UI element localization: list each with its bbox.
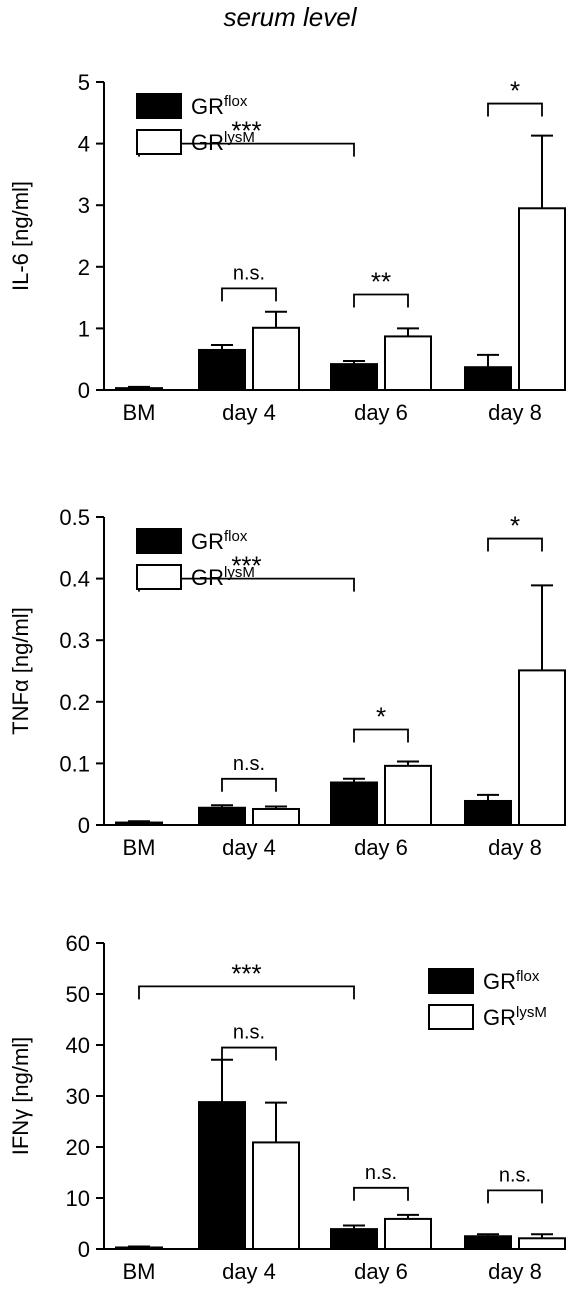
significance-bracket: [353, 293, 409, 308]
bar: [115, 387, 163, 392]
significance-label: n.s.: [233, 262, 265, 284]
bar: [252, 807, 300, 827]
bar: [252, 1141, 300, 1250]
x-tick-label: day 4: [222, 400, 276, 425]
bar: [115, 1246, 163, 1251]
y-axis-label: TNFα [ng/ml]: [8, 607, 33, 735]
significance-bracket: [353, 1186, 409, 1201]
bar: [518, 207, 566, 391]
x-tick-label: day 4: [222, 1259, 276, 1284]
bar: [198, 1101, 246, 1250]
bar: [115, 821, 163, 827]
legend-label: GRlysM: [191, 564, 255, 590]
bar: [384, 764, 432, 827]
x-tick-label: BM: [123, 400, 156, 425]
y-tick-label: 1: [78, 316, 90, 341]
x-tick-label: day 8: [488, 400, 542, 425]
significance-bracket: [221, 1046, 277, 1061]
x-tick-label: day 8: [488, 835, 542, 860]
significance-bracket: [353, 728, 409, 743]
y-tick-label: 0.3: [59, 628, 90, 653]
significance-label: **: [371, 267, 391, 297]
x-tick-label: day 6: [354, 835, 408, 860]
significance-bracket: [487, 537, 543, 552]
significance-label: n.s.: [499, 1164, 531, 1186]
y-tick-label: 0.4: [59, 567, 90, 592]
y-tick-label: 0.1: [59, 751, 90, 776]
bar: [330, 781, 378, 827]
legend-swatch: [136, 129, 182, 155]
bar: [198, 806, 246, 827]
x-tick-label: BM: [123, 835, 156, 860]
y-tick-label: 0: [78, 378, 90, 403]
significance-bracket: [221, 777, 277, 792]
y-tick-label: 2: [78, 255, 90, 280]
legend-label: GRlysM: [191, 129, 255, 155]
y-tick-label: 60: [66, 931, 90, 956]
significance-bracket: [487, 1189, 543, 1204]
legend-swatch: [428, 968, 474, 994]
y-axis-label: IL-6 [ng/ml]: [8, 181, 33, 291]
bar: [330, 1228, 378, 1250]
bar: [518, 669, 566, 826]
bar: [198, 348, 246, 391]
significance-bracket: [221, 287, 277, 302]
legend-label: GRflox: [191, 528, 248, 554]
bar: [464, 366, 512, 392]
legend-swatch: [136, 93, 182, 119]
significance-bracket: [487, 102, 543, 117]
x-tick-label: day 6: [354, 400, 408, 425]
x-tick-label: day 6: [354, 1259, 408, 1284]
legend-swatch: [136, 564, 182, 590]
figure-title: serum level: [223, 2, 357, 32]
bar: [330, 363, 378, 391]
significance-label: n.s.: [365, 1162, 397, 1184]
bar: [384, 1217, 432, 1251]
bar: [464, 799, 512, 827]
bar: [384, 335, 432, 391]
legend-label: GRlysM: [483, 1004, 547, 1030]
legend-label: GRflox: [483, 968, 540, 994]
y-axis-label: IFNγ [ng/ml]: [8, 1037, 33, 1156]
y-tick-label: 40: [66, 1033, 90, 1058]
bar: [464, 1235, 512, 1250]
bar: [252, 326, 300, 391]
y-tick-label: 10: [66, 1186, 90, 1211]
y-tick-label: 0: [78, 1237, 90, 1262]
x-tick-label: day 4: [222, 835, 276, 860]
y-tick-label: 30: [66, 1084, 90, 1109]
significance-label: n.s.: [233, 753, 265, 775]
bar: [518, 1237, 566, 1251]
significance-label: ***: [231, 958, 261, 988]
y-tick-label: 0: [78, 813, 90, 838]
x-tick-label: BM: [123, 1259, 156, 1284]
y-tick-label: 3: [78, 193, 90, 218]
significance-label: n.s.: [233, 1022, 265, 1044]
legend-swatch: [428, 1004, 474, 1030]
x-tick-label: day 8: [488, 1259, 542, 1284]
significance-label: *: [510, 511, 520, 541]
y-tick-label: 20: [66, 1135, 90, 1160]
significance-bracket: [138, 985, 355, 1000]
y-tick-label: 0.5: [59, 505, 90, 530]
tnfa-chart: 0 0.1 0.2 0.3 0.4 0.5 TNFα [ng/ml] BM day 4 day 6…: [8, 505, 566, 860]
y-tick-label: 5: [78, 70, 90, 95]
legend-label: GRflox: [191, 93, 248, 119]
significance-label: ***: [231, 551, 261, 581]
y-tick-label: 4: [78, 132, 90, 157]
ifng-chart: 0 10 20 30 40 50 60 IFNγ [ng/ml] BM day 4 day 6 day…: [8, 931, 566, 1284]
y-tick-label: 0.2: [59, 690, 90, 715]
y-tick-label: 50: [66, 982, 90, 1007]
significance-label: ***: [231, 116, 261, 146]
legend-swatch: [136, 528, 182, 554]
significance-label: *: [376, 702, 386, 732]
significance-label: *: [510, 76, 520, 106]
